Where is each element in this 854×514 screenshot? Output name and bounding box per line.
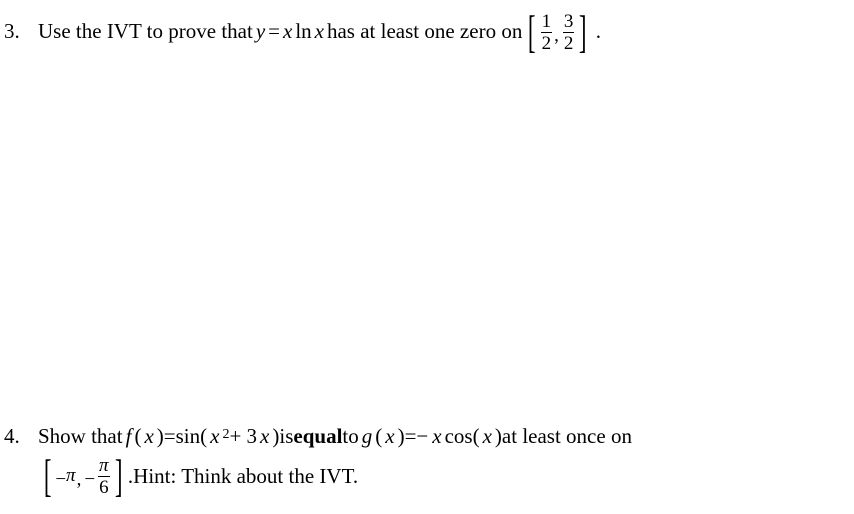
frac-num: π [98, 456, 110, 477]
sin-x: x [210, 421, 219, 453]
problem-4-row-1: 4. Show that f ( x ) = sin ( x 2 + 3 x )… [0, 421, 854, 453]
paren-open: ( [473, 421, 480, 453]
problem-4-frac: π 6 [98, 456, 110, 497]
problem-3-eq-op: = [268, 16, 280, 48]
problem-4-text-show: Show that [38, 421, 123, 453]
problem-3-eq-x1: x [283, 16, 292, 48]
minus-sign: − [84, 466, 95, 495]
frac-num: 3 [563, 12, 575, 33]
problem-3-eq-y: y [256, 16, 265, 48]
problem-4-f: f [126, 421, 132, 453]
bracket-close-icon: ] [579, 14, 587, 51]
paren-close: ) [272, 421, 279, 453]
problem-3-interval: [ 1 2 , 3 2 ] [524, 8, 590, 56]
problem-3-period: . [596, 16, 601, 48]
sin-plus: + 3 [229, 421, 257, 453]
problem-3-number: 3. [0, 16, 38, 48]
problem-3-text-2: has at least one zero on [327, 16, 522, 48]
frac-num: 1 [541, 12, 553, 33]
problem-3-frac-2: 3 2 [563, 12, 575, 53]
problem-4-g-arg: x [385, 421, 394, 453]
interval-comma: , [77, 466, 82, 495]
frac-den: 2 [563, 33, 575, 53]
problem-3-text-1: Use the IVT to prove that [38, 16, 253, 48]
eq-sign: = [164, 421, 176, 453]
sin-fn: sin [176, 421, 201, 453]
problem-3: 3. Use the IVT to prove that y = x ln x … [0, 8, 854, 56]
interval-comma: , [554, 22, 559, 51]
text-to: to [342, 421, 358, 453]
problem-4-f-arg: x [144, 421, 153, 453]
paren-close: ) [398, 421, 405, 453]
paren-open: ( [375, 421, 382, 453]
minus-sign: − [416, 421, 428, 453]
problem-3-frac-1: 1 2 [541, 12, 553, 53]
sin-sq: 2 [222, 424, 229, 445]
paren-close: ) [495, 421, 502, 453]
problem-4-interval: [ − π , − π 6 ] [40, 453, 126, 501]
frac-den: 6 [98, 477, 110, 497]
paren-open: ( [200, 421, 207, 453]
problem-4-number: 4. [0, 421, 38, 453]
hint-text: Hint: Think about the IVT. [133, 461, 358, 493]
problem-3-row: 3. Use the IVT to prove that y = x ln x … [0, 8, 854, 56]
bracket-close-icon: ] [114, 458, 122, 495]
g-x: x [432, 421, 441, 453]
bracket-open-icon: [ [44, 458, 52, 495]
bracket-open-icon: [ [528, 14, 536, 51]
pi-symbol: π [66, 462, 76, 491]
problem-4-row-2: [ − π , − π 6 ] . Hint: Think about the … [0, 453, 854, 501]
cos-x: x [483, 421, 492, 453]
cos-fn: cos [445, 421, 473, 453]
paren-close: ) [157, 421, 164, 453]
text-end: at least once on [502, 421, 632, 453]
text-is: is [279, 421, 293, 453]
equal-bold: equal [293, 421, 342, 453]
problem-4-g: g [362, 421, 373, 453]
problem-4: 4. Show that f ( x ) = sin ( x 2 + 3 x )… [0, 421, 854, 501]
problem-3-eq-ln: ln [295, 16, 311, 48]
sin-x2: x [260, 421, 269, 453]
frac-den: 2 [541, 33, 553, 53]
eq-sign: = [405, 421, 417, 453]
problem-3-eq-x2: x [315, 16, 324, 48]
minus-sign: − [55, 466, 66, 495]
paren-open: ( [134, 421, 141, 453]
